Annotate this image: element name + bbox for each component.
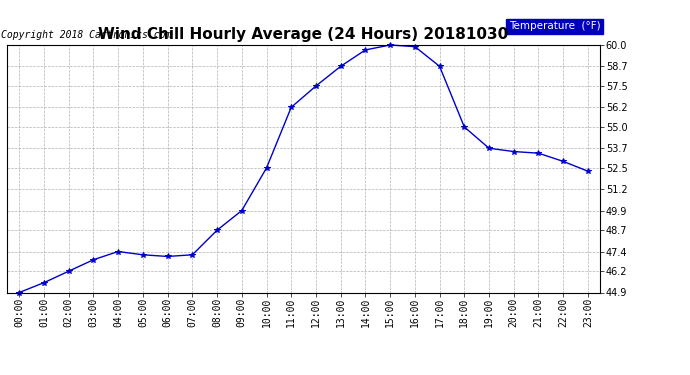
Title: Wind Chill Hourly Average (24 Hours) 20181030: Wind Chill Hourly Average (24 Hours) 201… <box>99 27 509 42</box>
Text: Copyright 2018 Cartronics.com: Copyright 2018 Cartronics.com <box>1 30 171 40</box>
Text: Temperature  (°F): Temperature (°F) <box>509 21 600 32</box>
